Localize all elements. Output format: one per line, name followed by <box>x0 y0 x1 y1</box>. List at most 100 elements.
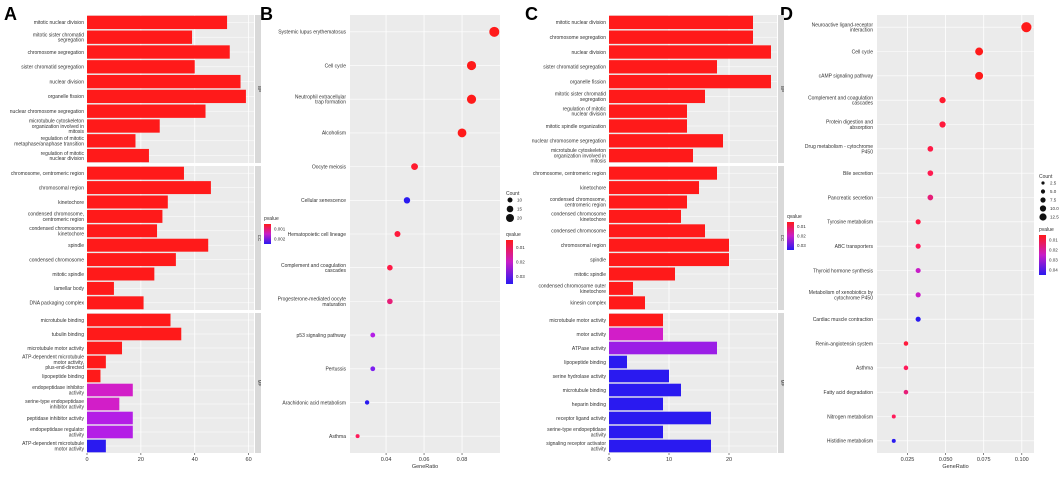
category-label: microtubule cytoskeleton organization inv… <box>551 148 607 165</box>
bar <box>609 181 699 195</box>
category-label: serine-type endopeptidase inhibitor activ… <box>25 399 84 410</box>
x-tick-label: 10 <box>666 457 672 463</box>
facet-strip-label: BP <box>780 86 785 92</box>
category-label: organelle fission <box>48 94 84 100</box>
category-label: mitotic spindle <box>574 272 606 278</box>
bar <box>87 238 209 252</box>
category-label: chromosomal region <box>561 243 607 249</box>
bar <box>609 238 729 252</box>
point-label: Thyroid hormone synthesis <box>813 268 874 274</box>
color-legend-label: 0.03 <box>516 274 525 279</box>
category-label: kinesin complex <box>570 301 606 307</box>
size-legend-title: Count <box>506 191 520 197</box>
category-label: spindle <box>590 257 606 263</box>
data-point <box>403 197 411 204</box>
point-label: Neutrophil extracellular trap formation <box>295 94 346 105</box>
data-point <box>903 341 909 346</box>
color-bar <box>787 222 794 250</box>
bar <box>609 45 771 59</box>
panel-label-b: B <box>260 4 273 24</box>
category-label: microtubule binding <box>563 388 607 394</box>
category-label: ATPase activity <box>572 346 607 352</box>
point-label: Cellular senescence <box>301 198 346 204</box>
category-label: condensed chromosome outer kinetochore <box>538 284 606 295</box>
bar <box>609 355 627 369</box>
bar <box>609 411 711 425</box>
point-label: Cell cycle <box>325 63 347 69</box>
bar <box>609 267 675 281</box>
bar <box>609 425 663 439</box>
bar <box>609 30 753 44</box>
size-legend-dot <box>1040 197 1046 203</box>
color-bar <box>506 240 513 284</box>
size-legend-dot <box>506 205 514 213</box>
facet-strip <box>778 313 784 453</box>
category-label: mitotic nuclear division <box>34 20 85 26</box>
point-label: Pertussis <box>325 367 346 373</box>
data-point <box>915 267 921 274</box>
category-label: chromosome, centromeric region <box>11 171 84 177</box>
data-point <box>915 219 921 225</box>
bar <box>87 369 101 383</box>
data-point <box>891 438 896 443</box>
category-label: chromosomal region <box>39 185 85 191</box>
point-label: p53 signaling pathway <box>297 333 347 339</box>
data-point <box>370 332 376 338</box>
bar <box>87 425 133 439</box>
size-legend-dot <box>1039 213 1047 221</box>
bar <box>87 104 206 118</box>
point-label: Complement and coagulation cascades <box>281 263 347 274</box>
point-label: Cell cycle <box>852 49 874 55</box>
color-legend-title: qvalue <box>787 214 802 220</box>
size-legend-label: 10.0 <box>1050 206 1059 211</box>
data-point <box>387 264 393 271</box>
point-label: Cardiac muscle contraction <box>813 317 874 323</box>
category-label: regulation of mitotic nuclear division <box>563 106 607 117</box>
bar <box>609 60 717 74</box>
data-point <box>466 94 477 104</box>
bar <box>87 397 120 411</box>
data-point <box>364 400 370 405</box>
point-label: Tyrosine metabolism <box>827 220 873 226</box>
point-label: Asthma <box>856 366 873 372</box>
bar <box>609 74 771 89</box>
category-label: regulation of mitotic metaphase/anaphase … <box>14 136 84 147</box>
bar <box>609 119 687 133</box>
size-legend-dot <box>1040 189 1046 194</box>
x-tick-label: 0.06 <box>419 457 430 463</box>
data-point <box>939 121 946 128</box>
data-point <box>891 414 896 419</box>
bar <box>609 148 693 163</box>
size-legend-title: Count <box>1039 174 1053 180</box>
bar <box>87 15 228 30</box>
bar <box>609 89 705 104</box>
facet-strip-label: CC <box>780 235 785 242</box>
bar <box>87 313 171 327</box>
color-legend-label: 0.01 <box>1049 238 1058 243</box>
data-point <box>370 366 376 372</box>
data-point <box>387 298 393 305</box>
category-label: spindle <box>68 243 84 249</box>
data-point <box>355 434 360 439</box>
data-point <box>915 243 921 249</box>
point-label: Neuroactive ligand-receptor interaction <box>812 22 874 33</box>
bar <box>87 181 211 195</box>
category-label: nuclear chromosome segregation <box>532 139 606 145</box>
bar <box>609 104 687 118</box>
size-legend-label: 12.5 <box>1050 215 1059 220</box>
point-label: Asthma <box>329 434 346 440</box>
data-point <box>975 71 984 80</box>
bar <box>609 313 663 327</box>
point-label: Nitrogen metabolism <box>827 414 873 420</box>
panel-label-a: A <box>4 4 17 24</box>
category-label: ATP-dependent microtubule motor activity <box>22 441 84 452</box>
category-label: ATP-dependent microtubule motor activity,… <box>22 355 84 372</box>
category-label: endopeptidase inhibitor activity <box>32 385 84 396</box>
size-legend-label: 15 <box>517 207 523 212</box>
bar <box>87 327 182 341</box>
x-tick-label: 0 <box>85 457 88 463</box>
facet-strip-label: MF <box>780 380 785 387</box>
facet-strip <box>255 313 261 453</box>
point-label: Alcoholism <box>322 131 346 137</box>
